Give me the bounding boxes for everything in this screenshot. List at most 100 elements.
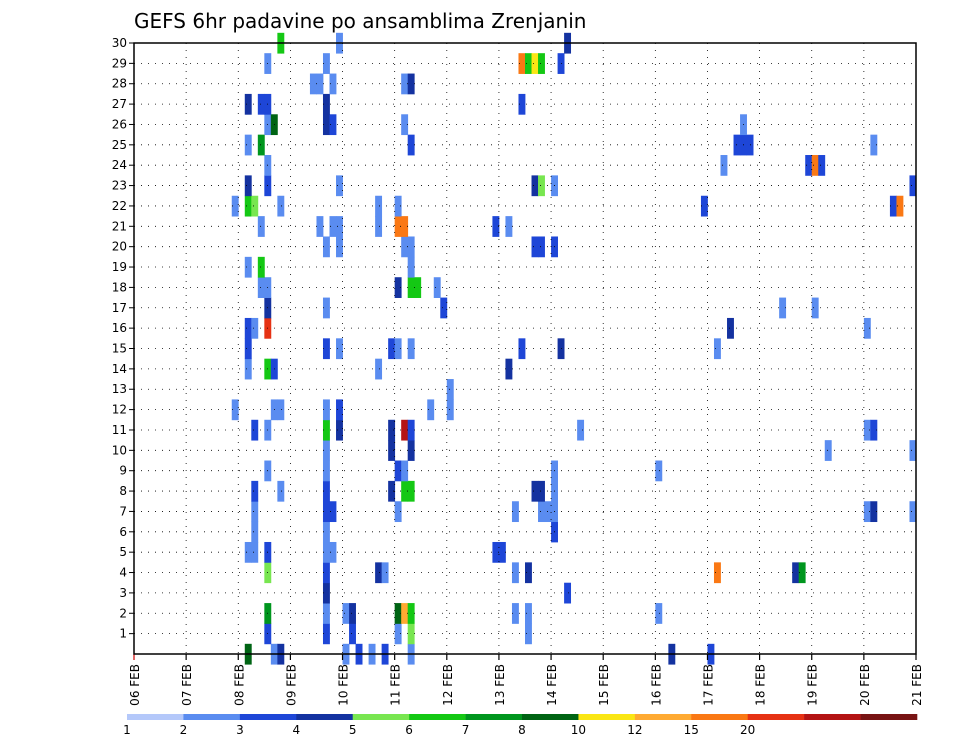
precip-cell [433,277,441,298]
y-tick-label: 6 [119,525,127,539]
y-tick-label: 30 [112,36,127,50]
x-tick-label: 19 FEB [806,664,820,706]
precip-cell [811,155,819,176]
x-tick-label: 17 FEB [702,664,716,706]
precip-cell [336,175,343,197]
precip-cell [329,114,337,136]
precip-cell [727,317,734,339]
precip-cell [322,236,330,258]
precip-cell [322,480,330,502]
precip-cell [505,358,513,380]
y-tick-label: 16 [112,321,127,335]
precip-cell [329,216,337,237]
precip-cell [407,603,415,624]
legend-swatch [352,714,410,720]
x-tick-label: 12 FEB [441,664,455,706]
legend-label: 15 [684,723,699,737]
x-tick-label: 06 FEB [128,664,142,706]
x-tick-label: 10 FEB [337,664,351,706]
grid-layer [134,42,916,654]
precip-cell [251,541,259,563]
precip-cell [538,236,545,258]
precip-cell [388,480,396,502]
precip-cell [322,338,330,360]
precip-cell [700,195,708,217]
precip-cell [805,155,813,176]
precip-cell [394,460,402,482]
precip-cell [336,216,343,237]
y-tick-label: 13 [112,382,127,396]
color-legend: 1 2 3 4 5 6 7 8 10 12 15 20 [123,714,918,737]
y-tick-label: 4 [119,566,127,580]
x-tick-label: 21 FEB [910,664,924,706]
y-tick-label: 23 [112,179,127,193]
y-tick-label: 11 [112,423,127,437]
precip-cell [251,480,259,502]
precip-cell [505,216,513,237]
legend-swatch [747,714,805,720]
legend-label: 6 [405,723,413,737]
legend-label: 1 [123,723,131,737]
legend-swatch [239,714,297,720]
precip-cell [329,73,337,95]
precip-cell [401,73,409,95]
precip-cell [322,53,330,74]
precip-cell [440,297,448,319]
precip-cell [798,562,806,584]
precip-cell [322,582,330,604]
precip-cell [792,562,800,584]
precip-cell [531,175,539,197]
precip-cell [388,419,396,441]
precip-cell [401,114,409,136]
precip-cell [244,317,252,339]
precip-cell [322,114,330,136]
y-tick-label: 28 [112,77,127,91]
legend-label: 7 [462,723,470,737]
legend-label: 2 [180,723,188,737]
y-tick-label: 22 [112,199,127,213]
legend-swatch [522,714,579,720]
precip-cell [322,501,330,523]
y-tick-label: 26 [112,117,127,131]
precip-cell [257,134,265,156]
precip-cell [349,603,356,624]
precip-cell [525,562,532,584]
precip-cell [407,73,415,95]
precip-cell [909,440,917,461]
legend-swatch [465,714,523,720]
precip-cell [329,541,337,563]
precip-cell [244,256,252,278]
precip-cell [511,501,519,523]
precip-cell [655,460,663,482]
legend-label: 5 [349,723,357,737]
precip-cell [818,155,826,176]
precip-cell [375,562,383,584]
precip-cell [824,440,832,461]
legend-swatch [860,714,918,720]
legend-label: 3 [236,723,244,737]
y-tick-label: 18 [112,280,127,294]
x-tick-label: 08 FEB [232,664,246,706]
x-tick-label: 16 FEB [649,664,663,706]
precip-cell [909,175,917,197]
precip-cell [322,603,330,624]
precip-cell [388,338,396,360]
precip-cell [329,501,337,523]
precip-cell [401,236,409,258]
precip-cell [244,541,252,563]
precip-cell [525,603,532,624]
precip-cell [518,53,526,74]
y-tick-label: 7 [119,504,127,518]
y-tick-label: 8 [119,484,127,498]
precip-cell [525,623,532,645]
precip-cell [322,562,330,584]
legend-swatch [804,714,861,720]
precip-cell [544,501,552,523]
precip-cell [655,603,663,624]
legend-swatch [127,714,184,720]
precip-cell [388,440,396,461]
y-tick-label: 20 [112,240,127,254]
precip-cell [375,358,383,380]
legend-label: 4 [292,723,300,737]
precip-cell [401,480,409,502]
